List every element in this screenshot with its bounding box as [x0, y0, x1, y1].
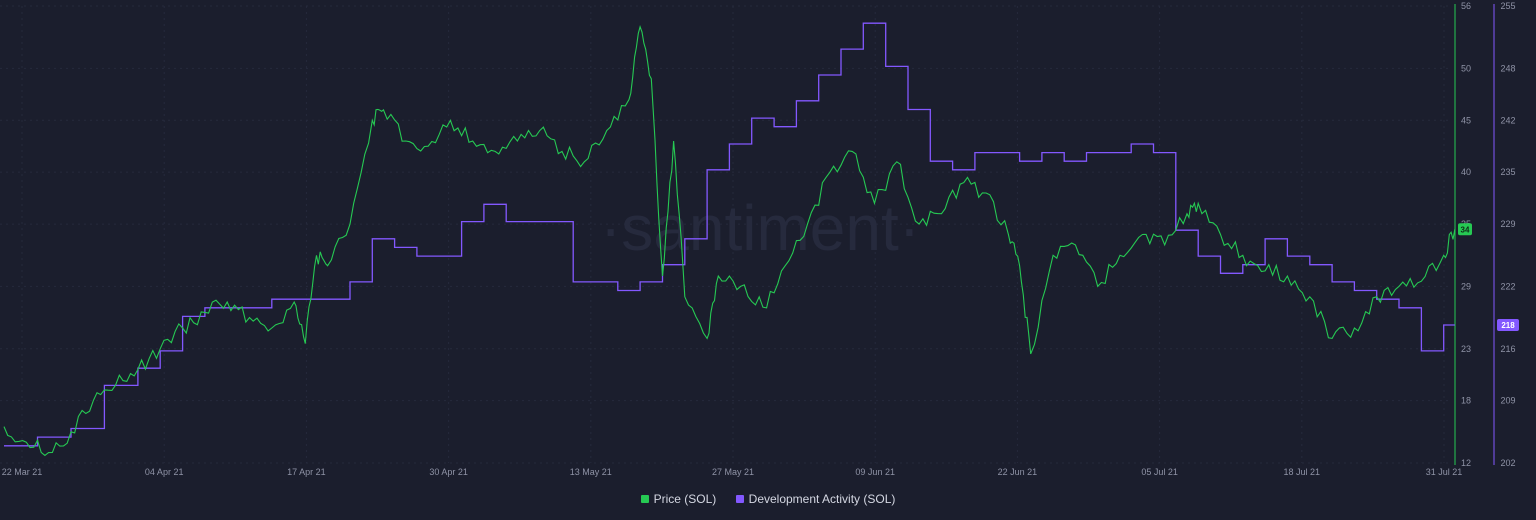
y-left-tick-label-7: 18	[1461, 396, 1471, 406]
y-right-tick-label-8: 202	[1500, 458, 1515, 468]
x-tick-label-2: 17 Apr 21	[287, 467, 326, 477]
legend: Price (SOL) Development Activity (SOL)	[0, 492, 1536, 506]
current-price-label: 34	[1461, 225, 1470, 234]
legend-label-dev: Development Activity (SOL)	[748, 492, 896, 506]
y-right-tick-label-3: 235	[1500, 167, 1515, 177]
x-tick-label-6: 09 Jun 21	[855, 467, 895, 477]
chart-svg: ·santiment·56504540352923181225524824223…	[0, 1, 1519, 477]
legend-swatch-price	[640, 495, 649, 503]
series-line-development-activity	[4, 22, 1455, 447]
y-left-tick-label-5: 29	[1461, 281, 1471, 291]
legend-swatch-dev	[735, 495, 744, 503]
y-left-tick-label-6: 23	[1461, 344, 1471, 354]
y-left-tick-label-0: 56	[1461, 1, 1471, 11]
legend-label-price: Price (SOL)	[653, 492, 717, 506]
x-tick-label-8: 05 Jul 21	[1141, 467, 1178, 477]
x-tick-label-3: 30 Apr 21	[429, 467, 468, 477]
y-right-tick-label-7: 209	[1500, 396, 1515, 406]
x-tick-label-7: 22 Jun 21	[998, 467, 1038, 477]
y-left-tick-label-1: 50	[1461, 63, 1471, 73]
current-price-badge	[1458, 223, 1472, 236]
x-tick-label-1: 04 Apr 21	[145, 467, 184, 477]
y-right-tick-label-4: 229	[1500, 219, 1515, 229]
x-tick-label-10: 31 Jul 21	[1426, 467, 1463, 477]
y-right-tick-label-0: 255	[1500, 1, 1515, 11]
y-left-tick-label-8: 12	[1461, 458, 1471, 468]
y-right-tick-label-1: 248	[1500, 63, 1515, 73]
y-right-tick-label-2: 242	[1500, 115, 1515, 125]
x-tick-label-0: 22 Mar 21	[2, 467, 43, 477]
y-right-tick-label-6: 216	[1500, 344, 1515, 354]
current-dev-label: 218	[1501, 321, 1515, 330]
y-left-tick-label-3: 40	[1461, 167, 1471, 177]
current-dev-badge	[1497, 319, 1519, 332]
x-tick-label-5: 27 May 21	[712, 467, 754, 477]
legend-item-price[interactable]: Price (SOL)	[640, 492, 717, 506]
y-left-tick-label-2: 45	[1461, 115, 1471, 125]
x-tick-label-9: 18 Jul 21	[1284, 467, 1321, 477]
y-right-tick-label-5: 222	[1500, 281, 1515, 291]
watermark: ·santiment·	[600, 192, 920, 264]
series-line-price	[3, 24, 1456, 457]
x-tick-label-4: 13 May 21	[570, 467, 612, 477]
legend-item-dev[interactable]: Development Activity (SOL)	[735, 492, 896, 506]
